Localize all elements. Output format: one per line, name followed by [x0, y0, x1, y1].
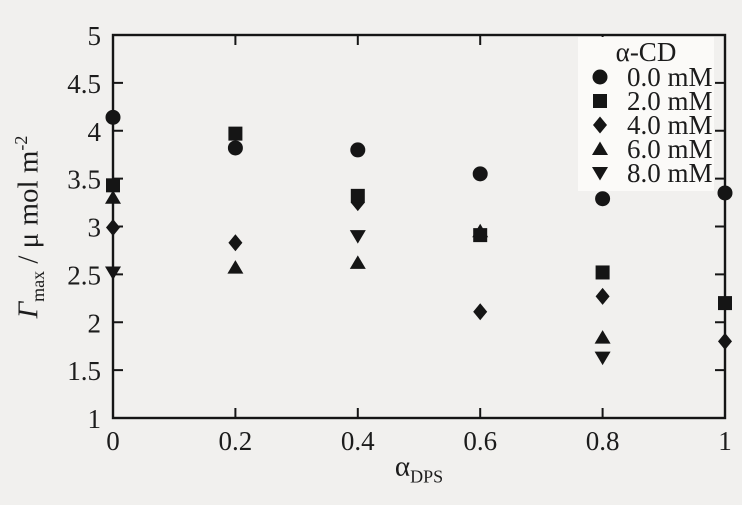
data-point [106, 218, 120, 236]
x-tick-label: 0.6 [463, 426, 497, 456]
y-tick-label: 2 [88, 308, 102, 338]
data-point [350, 142, 366, 158]
square-marker-icon [590, 91, 610, 111]
data-point [473, 228, 488, 243]
data-point [228, 126, 243, 141]
x-tick-label: 0.8 [586, 426, 620, 456]
triangle-up-marker-icon [590, 139, 610, 159]
legend-item-label: 6.0 mM [627, 134, 713, 164]
diamond-marker-icon [590, 115, 610, 135]
y-tick-label: 1.5 [67, 356, 101, 386]
data-point [228, 234, 243, 252]
legend-item: 0.0 mM [578, 62, 714, 92]
data-point [594, 351, 611, 366]
data-point [349, 255, 366, 269]
data-point [350, 188, 365, 203]
y-tick-label: 5 [88, 21, 102, 51]
triangle-down-marker-icon [590, 163, 610, 183]
y-axis-label-units-sup: -2 [10, 135, 31, 151]
data-point [594, 330, 611, 344]
data-point [718, 332, 732, 350]
legend-item-label: 0.0 mM [627, 62, 713, 92]
legend-item: 4.0 mM [578, 110, 714, 140]
x-tick-label: 1 [718, 426, 732, 456]
data-point [106, 178, 120, 193]
y-tick-label: 1 [88, 404, 102, 434]
legend-item-label: 2.0 mM [627, 86, 713, 116]
x-axis-label-sub: DPS [410, 466, 444, 487]
legend-item-label: 4.0 mM [627, 110, 713, 140]
circle-marker-icon [590, 67, 610, 87]
data-point [227, 260, 244, 274]
y-tick-label: 3 [88, 213, 102, 243]
data-point [595, 287, 610, 305]
data-point [349, 230, 366, 244]
y-tick-label: 4.5 [67, 69, 101, 99]
x-tick-label: 0 [106, 426, 120, 456]
data-point [595, 265, 610, 280]
y-tick-label: 2.5 [67, 260, 101, 290]
x-axis-label-main: α [394, 450, 411, 483]
data-point [105, 109, 121, 125]
x-tick-label: 0.4 [341, 426, 375, 456]
legend-item: 8.0 mM [578, 158, 714, 188]
data-point [472, 166, 488, 182]
legend-item: 2.0 mM [578, 86, 714, 116]
data-point [105, 266, 121, 280]
legend: α-CD 0.0 mM 2.0 mM 4.0 mM 6.0 mM 8.0 mM [578, 37, 714, 191]
y-axis-label: Γmax / μ mol m-2 [11, 136, 49, 319]
y-tick-label: 3.5 [67, 165, 101, 195]
data-point [227, 140, 243, 156]
y-axis-label-symbol-sub: max [28, 270, 49, 302]
data-point [718, 296, 732, 311]
data-point [595, 191, 611, 207]
y-axis-label-units: / μ mol m [12, 150, 45, 271]
legend-title: α-CD [615, 37, 677, 67]
y-axis-label-symbol: Γ [12, 301, 45, 319]
legend-item: 6.0 mM [578, 134, 714, 164]
data-point [717, 185, 733, 201]
data-point [105, 190, 121, 204]
x-axis-label: αDPS [395, 451, 443, 488]
legend-item-label: 8.0 mM [627, 158, 713, 188]
x-tick-label: 0.2 [219, 426, 253, 456]
data-point [473, 303, 488, 321]
y-tick-label: 4 [88, 117, 102, 147]
